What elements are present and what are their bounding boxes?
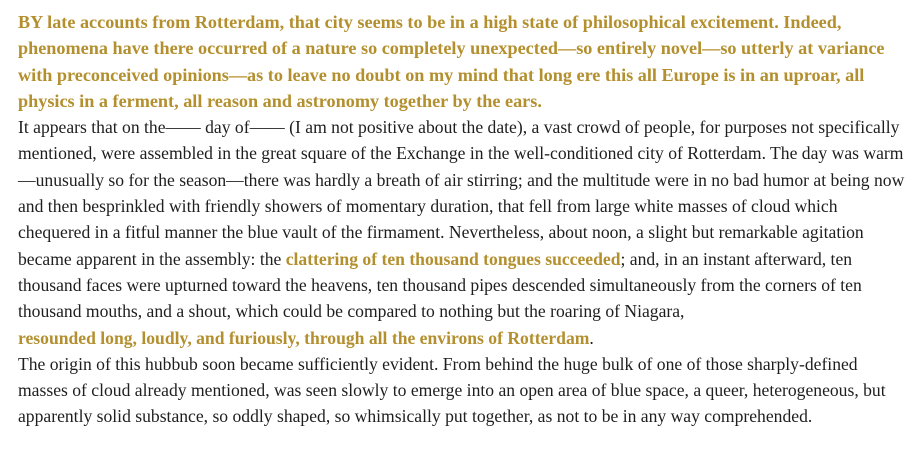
paragraph-text: ; and, in an instant afterward, ten thou… (18, 248, 862, 322)
highlighted-passage: clattering of ten thousand tongues succe… (285, 248, 621, 269)
body-paragraph-1: It appears that on the—— day of—— (I am … (18, 114, 910, 351)
paragraph-text: . (589, 327, 594, 348)
paragraph-text: It appears that on the—— day of—— (I am … (18, 117, 905, 269)
highlighted-passage: resounded long, loudly, and furiously, t… (18, 327, 590, 348)
body-paragraph-2: The origin of this hubbub soon became su… (18, 353, 886, 427)
document-page: BY late accounts from Rotterdam, that ci… (18, 9, 910, 430)
lead-highlight-paragraph: BY late accounts from Rotterdam, that ci… (18, 12, 885, 111)
